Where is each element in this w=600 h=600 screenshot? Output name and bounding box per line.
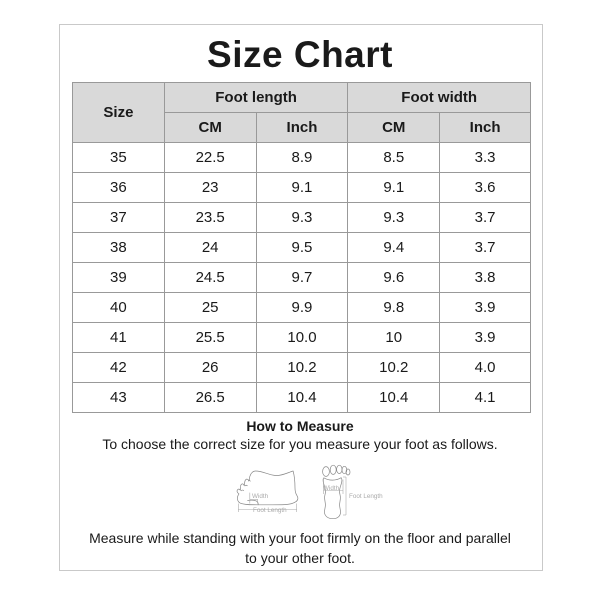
svg-text:Foot Length: Foot Length xyxy=(253,507,287,514)
svg-text:Foot Length: Foot Length xyxy=(349,493,383,500)
svg-text:Width: Width xyxy=(252,493,269,500)
svg-text:Width: Width xyxy=(323,485,340,492)
